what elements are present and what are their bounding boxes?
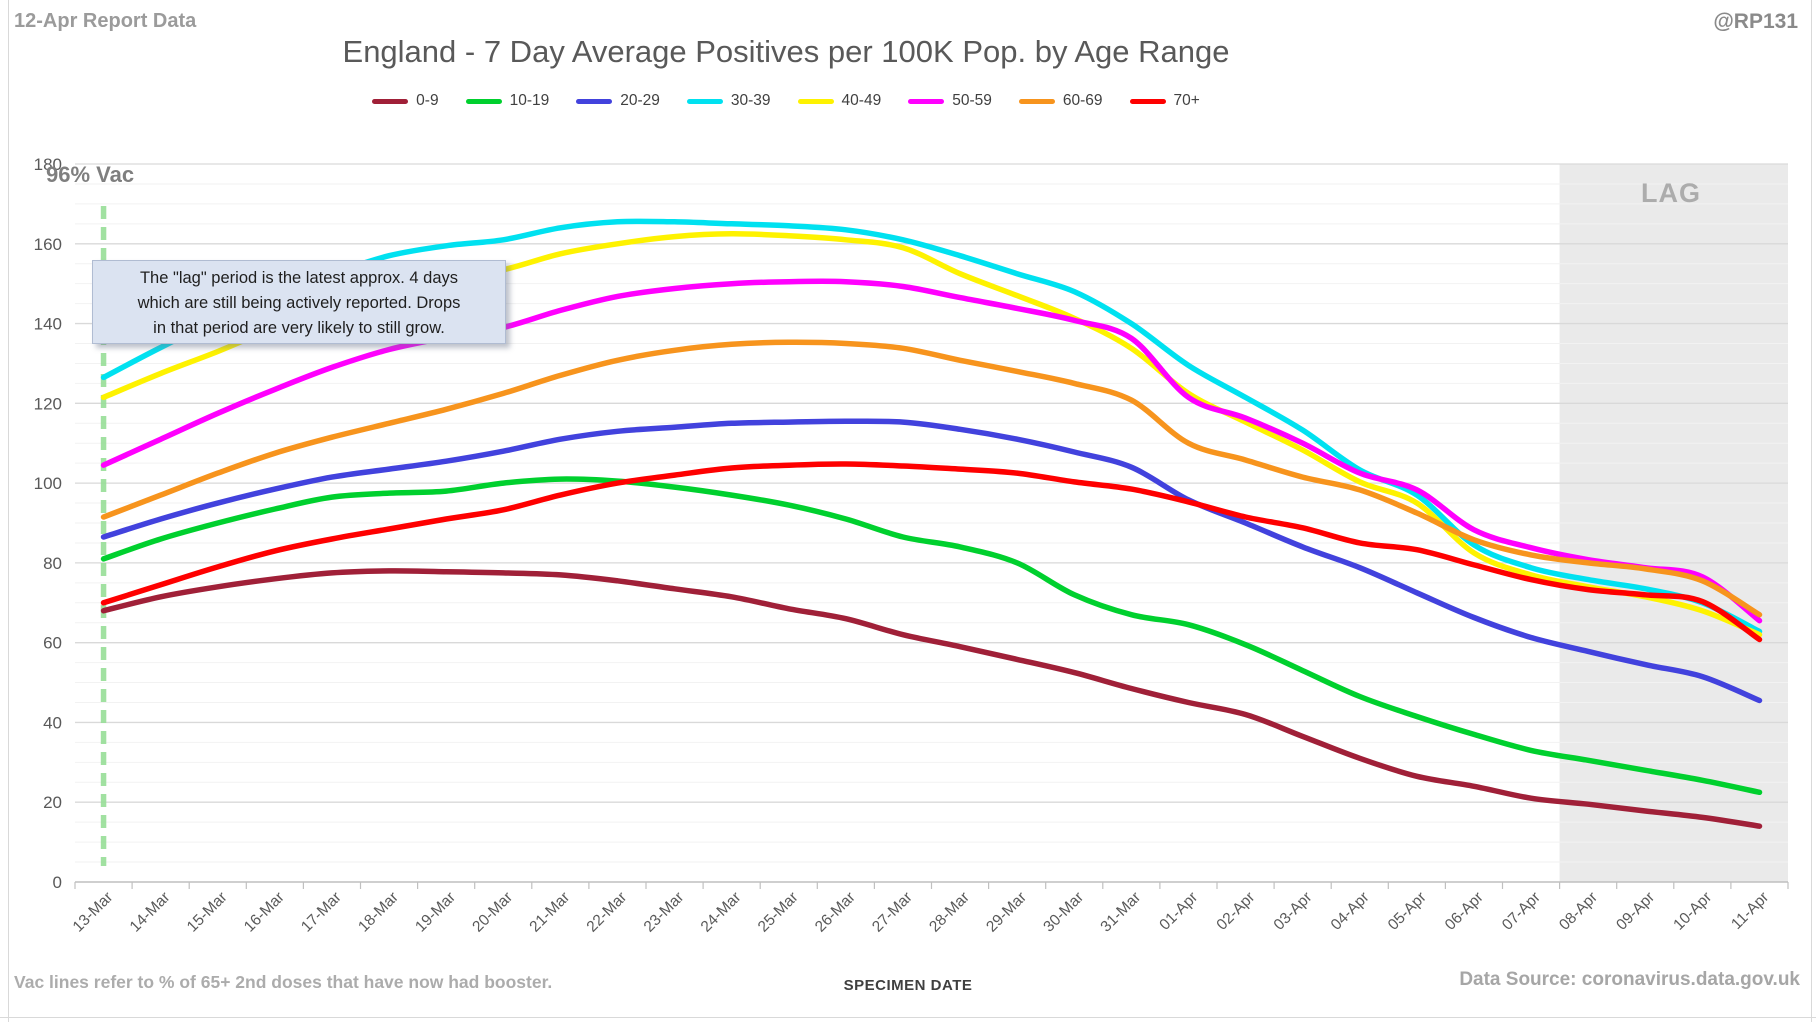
svg-text:31-Mar: 31-Mar — [1097, 889, 1144, 936]
legend-item-0-9: 0-9 — [372, 92, 439, 110]
footer-vac-note: Vac lines refer to % of 65+ 2nd doses th… — [14, 972, 553, 992]
svg-text:27-Mar: 27-Mar — [869, 889, 916, 936]
legend-item-20-29: 20-29 — [576, 92, 660, 110]
svg-text:120: 120 — [34, 394, 62, 413]
legend-label-70+: 70+ — [1173, 92, 1200, 109]
svg-text:40: 40 — [43, 713, 62, 732]
svg-text:10-Apr: 10-Apr — [1670, 889, 1715, 934]
lag-region-label: LAG — [1641, 178, 1701, 208]
svg-text:18-Mar: 18-Mar — [355, 889, 402, 936]
svg-text:29-Mar: 29-Mar — [983, 889, 1030, 936]
svg-text:08-Apr: 08-Apr — [1556, 889, 1601, 934]
window-edge-right — [1811, 0, 1812, 1022]
svg-text:07-Apr: 07-Apr — [1499, 889, 1544, 934]
series-line-30-39 — [100, 218, 1763, 635]
legend-swatch-70+ — [1129, 98, 1166, 104]
legend-swatch-10-19 — [465, 98, 502, 104]
svg-text:60: 60 — [43, 634, 62, 653]
legend-swatch-20-29 — [576, 98, 613, 104]
svg-text:04-Apr: 04-Apr — [1328, 889, 1373, 934]
svg-text:140: 140 — [34, 315, 62, 334]
legend-label-50-59: 50-59 — [952, 92, 992, 109]
svg-text:20-Mar: 20-Mar — [469, 889, 516, 936]
series-lines — [100, 218, 1763, 829]
report-date-label: 12-Apr Report Data — [14, 10, 197, 32]
window-edge-bottom — [0, 1017, 1816, 1018]
svg-text:17-Mar: 17-Mar — [298, 889, 345, 936]
legend-item-40-49: 40-49 — [797, 92, 882, 110]
series-line-70+ — [100, 461, 1763, 643]
svg-text:06-Apr: 06-Apr — [1442, 889, 1487, 934]
svg-text:180: 180 — [34, 155, 62, 174]
annotation-line-1: The "lag" period is the latest approx. 4… — [139, 269, 459, 287]
vac-line-label: 96% Vac — [46, 162, 135, 187]
legend-item-50-59: 50-59 — [908, 92, 992, 110]
svg-text:30-Mar: 30-Mar — [1040, 889, 1087, 936]
legend-swatch-60-69 — [1018, 98, 1055, 104]
lag-annotation-box: The "lag" period is the latest approx. 4… — [92, 260, 506, 344]
svg-text:26-Mar: 26-Mar — [812, 889, 859, 936]
legend-swatch-30-39 — [686, 98, 723, 104]
legend-swatch-0-9 — [372, 98, 409, 104]
svg-text:25-Mar: 25-Mar — [755, 889, 802, 936]
svg-text:22-Mar: 22-Mar — [584, 889, 631, 936]
annotation-line-2: which are still being actively reported.… — [137, 294, 461, 312]
svg-text:14-Mar: 14-Mar — [127, 889, 174, 936]
x-axis-ticks — [74, 882, 1789, 889]
annotation-line-3: in that period are very likely to still … — [153, 319, 445, 337]
window-edge-left — [8, 0, 9, 1022]
legend-label-30-39: 30-39 — [730, 92, 771, 109]
series-line-50-59 — [100, 278, 1763, 624]
legend-label-10-19: 10-19 — [509, 92, 550, 109]
svg-text:24-Mar: 24-Mar — [698, 889, 745, 936]
svg-text:28-Mar: 28-Mar — [926, 889, 973, 936]
legend-label-40-49: 40-49 — [841, 92, 882, 109]
legend-item-10-19: 10-19 — [465, 92, 550, 110]
legend-item-30-39: 30-39 — [686, 92, 771, 110]
svg-text:15-Mar: 15-Mar — [184, 889, 231, 936]
legend-item-70+: 70+ — [1129, 92, 1200, 110]
svg-text:11-Apr: 11-Apr — [1728, 889, 1772, 933]
svg-text:03-Apr: 03-Apr — [1271, 889, 1316, 934]
legend-label-20-29: 20-29 — [620, 92, 660, 109]
footer-data-source: Data Source: coronavirus.data.gov.uk — [1459, 969, 1800, 990]
series-line-0-9 — [100, 568, 1763, 829]
svg-text:80: 80 — [43, 554, 62, 573]
svg-text:21-Mar: 21-Mar — [526, 889, 573, 936]
svg-text:02-Apr: 02-Apr — [1213, 889, 1258, 934]
svg-text:100: 100 — [34, 474, 62, 493]
svg-text:16-Mar: 16-Mar — [241, 889, 288, 936]
x-axis-title: SPECIMEN DATE — [843, 977, 973, 994]
title-wrap: England - 7 Day Average Positives per 10… — [0, 34, 1572, 70]
svg-text:05-Apr: 05-Apr — [1385, 889, 1430, 934]
legend-item-60-69: 60-69 — [1018, 92, 1103, 110]
svg-text:19-Mar: 19-Mar — [412, 889, 459, 936]
chart-legend: 0-9 10-19 20-29 30-39 40-49 50-59 60-69 70+ — [0, 92, 1572, 110]
series-line-20-29 — [100, 418, 1763, 704]
svg-text:23-Mar: 23-Mar — [641, 889, 688, 936]
svg-text:20: 20 — [43, 793, 62, 812]
x-axis-labels: 13-Mar 14-Mar 15-Mar 16-Mar 17-Mar 18-Mar 19-M… — [70, 889, 1773, 936]
legend-swatch-40-49 — [797, 98, 834, 104]
series-line-10-19 — [100, 476, 1763, 796]
svg-text:01-Apr: 01-Apr — [1156, 889, 1201, 934]
chart-title: England - 7 Day Average Positives per 10… — [342, 34, 1230, 69]
author-handle: @RP131 — [1713, 10, 1798, 33]
legend-label-60-69: 60-69 — [1062, 92, 1103, 109]
y-axis-labels: 0 20 40 60 80 100 120 140 160 180 — [34, 155, 62, 892]
svg-text:13-Mar: 13-Mar — [70, 889, 117, 936]
svg-text:0: 0 — [53, 873, 62, 892]
svg-text:160: 160 — [34, 235, 62, 254]
legend-label-0-9: 0-9 — [416, 92, 439, 109]
series-line-60-69 — [100, 339, 1763, 618]
svg-text:09-Apr: 09-Apr — [1613, 889, 1658, 934]
legend-swatch-50-59 — [908, 98, 945, 104]
